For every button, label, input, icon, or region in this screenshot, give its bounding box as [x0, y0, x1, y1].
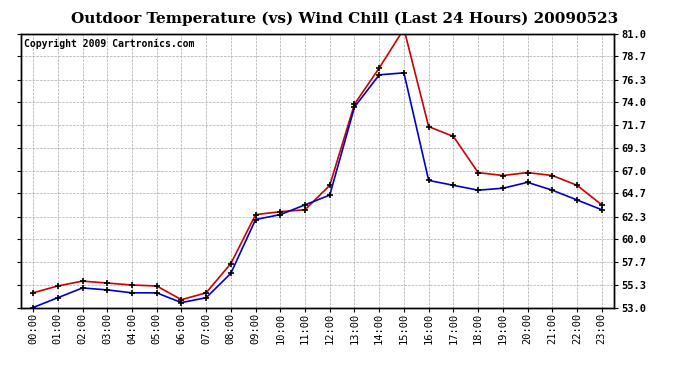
Text: Outdoor Temperature (vs) Wind Chill (Last 24 Hours) 20090523: Outdoor Temperature (vs) Wind Chill (Las… [71, 11, 619, 26]
Text: Copyright 2009 Cartronics.com: Copyright 2009 Cartronics.com [23, 39, 194, 49]
